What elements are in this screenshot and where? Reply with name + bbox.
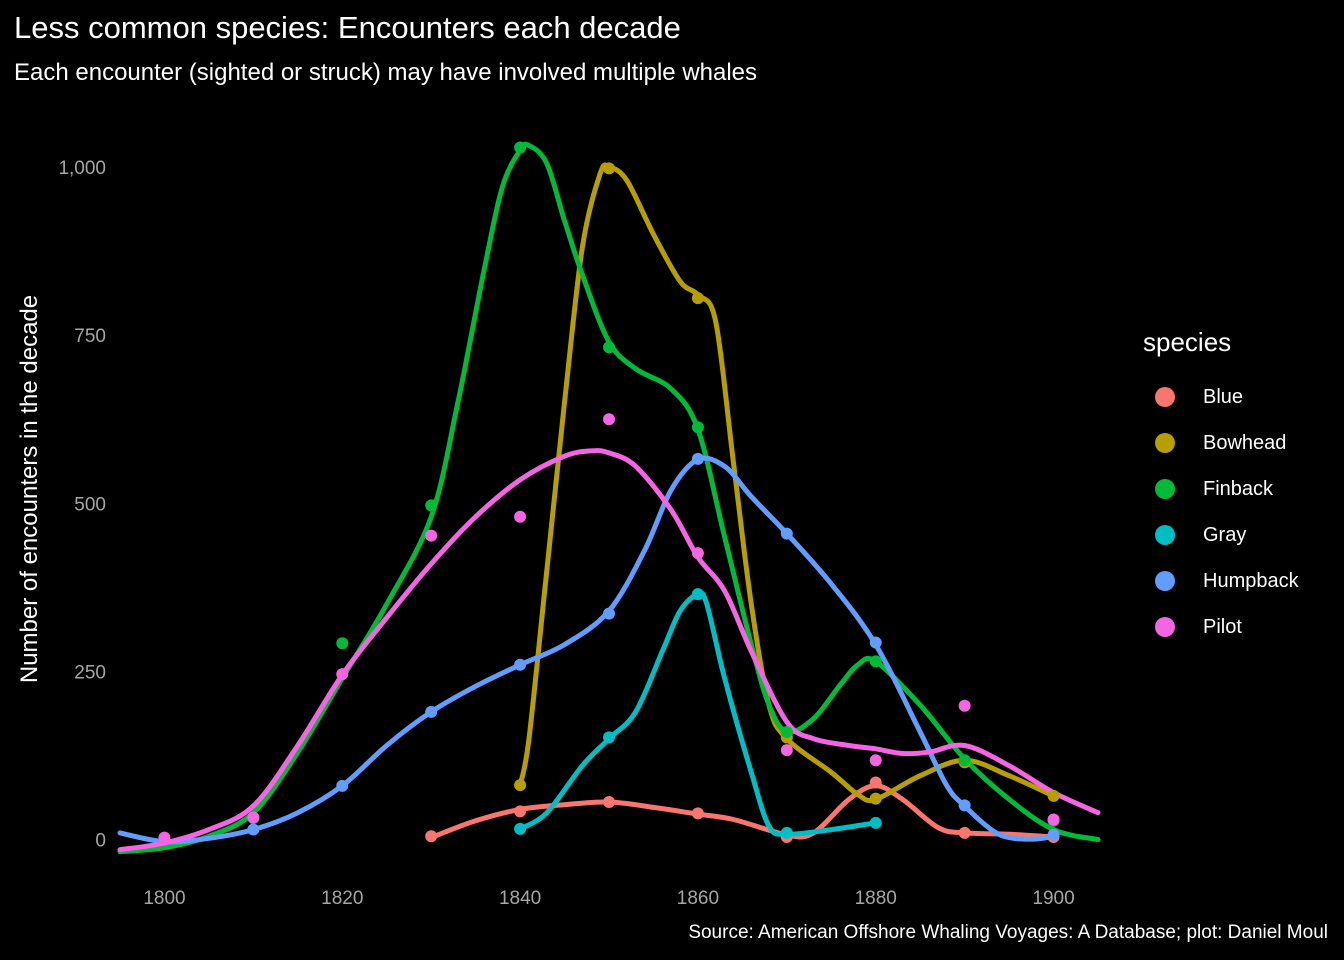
- point-gray: [869, 816, 882, 829]
- y-tick-label: 250: [74, 662, 106, 683]
- point-humpback: [691, 452, 704, 465]
- point-finback: [514, 141, 527, 154]
- point-humpback: [514, 658, 527, 671]
- point-bowhead: [869, 792, 882, 805]
- point-pilot: [958, 699, 971, 712]
- point-pilot: [158, 831, 171, 844]
- point-finback: [336, 637, 349, 650]
- point-humpback: [780, 527, 793, 540]
- point-humpback: [425, 705, 438, 718]
- point-bowhead: [1047, 789, 1060, 802]
- point-finback: [958, 754, 971, 767]
- legend-item-blue: Blue: [1143, 374, 1299, 420]
- legend-item-humpback: Humpback: [1143, 558, 1299, 604]
- point-humpback: [869, 636, 882, 649]
- point-finback: [425, 499, 438, 512]
- point-pilot: [780, 744, 793, 757]
- point-gray: [691, 588, 704, 601]
- point-finback: [691, 421, 704, 434]
- point-finback: [869, 655, 882, 668]
- legend-key-blue: [1155, 387, 1175, 407]
- y-axis-title: Number of encounters in the decade: [16, 295, 43, 683]
- legend-key-gray: [1155, 525, 1175, 545]
- point-gray: [514, 822, 527, 835]
- chart-subtitle: Each encounter (sighted or struck) may h…: [14, 59, 758, 86]
- point-finback: [603, 341, 615, 354]
- x-tick-label: 1840: [499, 888, 541, 909]
- point-pilot: [514, 510, 527, 523]
- chart-title: Less common species: Encounters each dec…: [14, 10, 681, 45]
- smooth-line-humpback: [117, 455, 1056, 845]
- legend-key-pilot: [1155, 617, 1175, 637]
- legend: species Blue Bowhead Finback Gray Humpback Pi…: [1143, 327, 1299, 650]
- legend-label-blue: Blue: [1203, 385, 1244, 408]
- point-pilot: [425, 529, 438, 542]
- x-tick-label: 1880: [855, 888, 897, 909]
- x-tick-label: 1900: [1032, 888, 1074, 909]
- point-blue: [958, 826, 971, 839]
- legend-key-finback: [1155, 479, 1175, 499]
- smooth-lines: [117, 141, 1101, 855]
- x-tick-label: 1800: [143, 888, 185, 909]
- legend-key-humpback: [1155, 571, 1175, 591]
- point-pilot: [691, 547, 704, 560]
- point-blue: [425, 830, 438, 843]
- point-bowhead: [603, 162, 615, 175]
- legend-key-bowhead: [1155, 433, 1175, 453]
- point-pilot: [336, 668, 349, 681]
- point-humpback: [1047, 828, 1060, 841]
- point-humpback: [603, 607, 615, 620]
- x-axis-ticks: 1800 1820 1840 1860 1880 1900: [143, 888, 1074, 909]
- legend-items: Blue Bowhead Finback Gray Humpback Pilot: [1143, 374, 1299, 650]
- legend-label-bowhead: Bowhead: [1203, 431, 1287, 454]
- point-pilot: [1047, 813, 1060, 826]
- point-pilot: [247, 811, 260, 824]
- legend-label-gray: Gray: [1203, 523, 1247, 546]
- point-bowhead: [691, 292, 704, 305]
- chart-caption: Source: American Offshore Whaling Voyage…: [688, 922, 1328, 943]
- legend-item-bowhead: Bowhead: [1143, 420, 1299, 466]
- smooth-line-bowhead: [517, 162, 1056, 804]
- point-humpback: [247, 823, 260, 836]
- point-blue: [514, 805, 527, 818]
- y-tick-label: 0: [95, 831, 106, 852]
- y-tick-label: 750: [74, 326, 106, 347]
- point-blue: [603, 795, 615, 808]
- point-bowhead: [514, 779, 527, 792]
- point-gray: [603, 731, 615, 744]
- legend-item-finback: Finback: [1143, 466, 1299, 512]
- point-blue: [869, 776, 882, 789]
- point-pilot: [603, 413, 615, 426]
- point-pilot: [869, 754, 882, 767]
- legend-item-pilot: Pilot: [1143, 604, 1299, 650]
- legend-label-pilot: Pilot: [1203, 615, 1242, 638]
- legend-label-humpback: Humpback: [1203, 569, 1299, 592]
- point-finback: [780, 726, 793, 739]
- smooth-line-gray: [517, 590, 879, 837]
- point-gray: [780, 826, 793, 839]
- y-tick-label: 1,000: [58, 158, 106, 179]
- y-axis-ticks: 0 250 500 750 1,000: [58, 158, 106, 852]
- smooth-line-pilot: [117, 448, 1101, 853]
- x-tick-label: 1820: [321, 888, 363, 909]
- point-humpback: [336, 779, 349, 792]
- legend-item-gray: Gray: [1143, 512, 1299, 558]
- legend-title: species: [1143, 327, 1232, 357]
- point-humpback: [958, 799, 971, 812]
- point-blue: [691, 807, 704, 820]
- y-tick-label: 500: [74, 494, 106, 515]
- legend-label-finback: Finback: [1203, 477, 1274, 500]
- x-tick-label: 1860: [677, 888, 719, 909]
- data-points: [158, 141, 1060, 844]
